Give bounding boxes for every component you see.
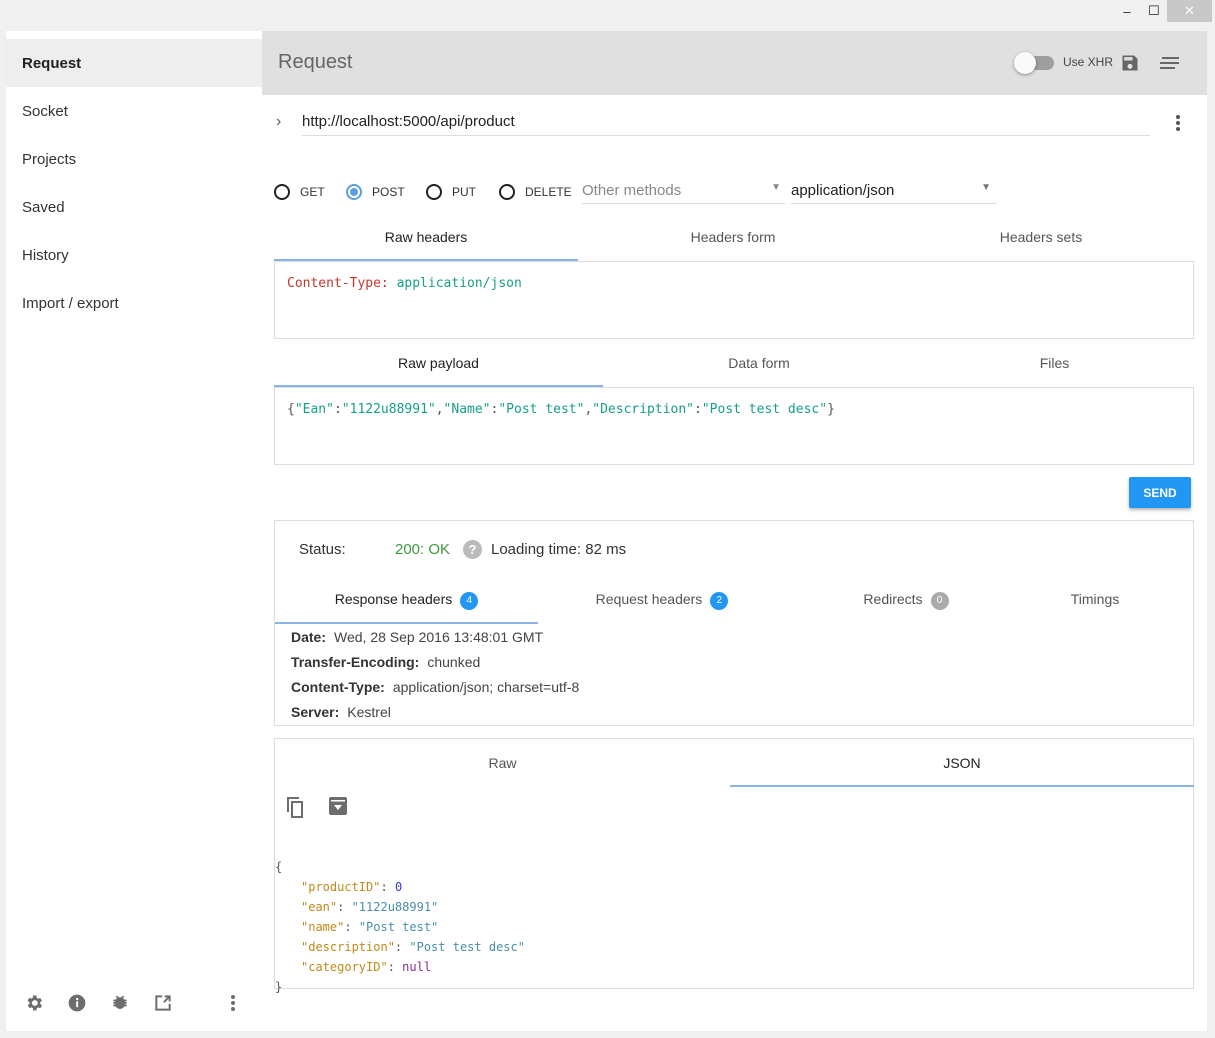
save-icon[interactable] bbox=[1120, 53, 1140, 73]
main-panel: Request Use XHR › http://localhost:5000/… bbox=[262, 31, 1207, 1031]
tab-raw-headers[interactable]: Raw headers bbox=[384, 229, 468, 245]
url-more-icon[interactable] bbox=[1173, 113, 1183, 133]
sidebar-item-import-export[interactable]: Import / export bbox=[22, 294, 119, 312]
response-header-row: Content-Type: application/json; charset=u… bbox=[291, 679, 580, 695]
copy-icon[interactable] bbox=[285, 796, 305, 818]
tab-redirects[interactable]: Redirects 0 bbox=[786, 591, 1026, 610]
response-header-row: Server: Kestrel bbox=[291, 704, 391, 720]
url-input[interactable]: http://localhost:5000/api/product bbox=[302, 113, 1150, 136]
sidebar-item-request[interactable]: Request bbox=[6, 39, 262, 87]
tab-raw-payload[interactable]: Raw payload bbox=[398, 355, 479, 371]
tab-timings[interactable]: Timings bbox=[1070, 591, 1120, 607]
tab-headers-form[interactable]: Headers form bbox=[690, 229, 776, 245]
sidebar-item-saved[interactable]: Saved bbox=[22, 198, 65, 216]
sidebar: Request Socket Projects Saved History Im… bbox=[6, 31, 262, 1031]
tab-raw[interactable]: Raw bbox=[488, 755, 517, 771]
download-icon[interactable] bbox=[329, 797, 347, 815]
send-button[interactable]: SEND bbox=[1129, 477, 1191, 508]
close-button[interactable]: ✕ bbox=[1167, 0, 1212, 22]
response-body-panel: Raw JSON { "productID": 0 "ean": "1122u8… bbox=[274, 738, 1194, 994]
help-icon[interactable]: ? bbox=[463, 540, 482, 559]
tab-headers-sets[interactable]: Headers sets bbox=[999, 229, 1083, 245]
method-get[interactable]: GET bbox=[274, 184, 325, 200]
sidebar-item-history[interactable]: History bbox=[22, 246, 69, 264]
page-title: Request bbox=[278, 51, 353, 73]
sidebar-item-socket[interactable]: Socket bbox=[22, 102, 68, 120]
info-icon[interactable] bbox=[67, 993, 87, 1013]
settings-icon[interactable] bbox=[24, 993, 44, 1013]
open-external-icon[interactable] bbox=[153, 993, 173, 1013]
response-header-row: Transfer-Encoding: chunked bbox=[291, 654, 481, 670]
method-delete[interactable]: DELETE bbox=[499, 184, 572, 200]
bug-icon[interactable] bbox=[110, 993, 130, 1013]
tab-request-headers[interactable]: Request headers 2 bbox=[538, 591, 786, 610]
use-xhr-toggle[interactable] bbox=[1014, 52, 1054, 74]
sidebar-item-projects[interactable]: Projects bbox=[22, 150, 77, 168]
method-put[interactable]: PUT bbox=[426, 184, 476, 200]
use-xhr-label: Use XHR bbox=[1063, 55, 1114, 69]
status-value: 200: OK bbox=[395, 541, 451, 558]
maximize-button[interactable]: ☐ bbox=[1148, 3, 1160, 18]
minimize-button[interactable]: – bbox=[1123, 3, 1131, 19]
loading-time: Loading time: 82 ms bbox=[491, 541, 627, 558]
tab-files[interactable]: Files bbox=[1039, 355, 1070, 371]
tab-json[interactable]: JSON bbox=[943, 755, 981, 771]
expand-url-icon[interactable]: › bbox=[276, 113, 282, 130]
other-methods-select[interactable]: Other methods ▼ bbox=[582, 182, 785, 204]
method-post[interactable]: POST bbox=[346, 184, 405, 200]
header: Request Use XHR bbox=[262, 31, 1207, 95]
json-viewer: { "productID": 0 "ean": "1122u88991" "na… bbox=[275, 860, 525, 994]
menu-lines-icon[interactable] bbox=[1160, 56, 1180, 70]
response-header-row: Date: Wed, 28 Sep 2016 13:48:01 GMT bbox=[291, 629, 544, 645]
payload-editor[interactable]: {"Ean":"1122u88991","Name":"Post test","… bbox=[274, 387, 1194, 465]
more-vert-icon[interactable] bbox=[228, 993, 238, 1013]
content-type-select[interactable]: application/json ▼ bbox=[791, 182, 997, 204]
tab-response-headers[interactable]: Response headers 4 bbox=[275, 591, 538, 610]
status-label: Status: bbox=[299, 541, 346, 558]
tab-data-form[interactable]: Data form bbox=[728, 355, 790, 371]
response-panel: Status: 200: OK ? Loading time: 82 ms Re… bbox=[274, 520, 1194, 726]
raw-headers-editor[interactable]: Content-Type: application/json bbox=[274, 261, 1194, 339]
